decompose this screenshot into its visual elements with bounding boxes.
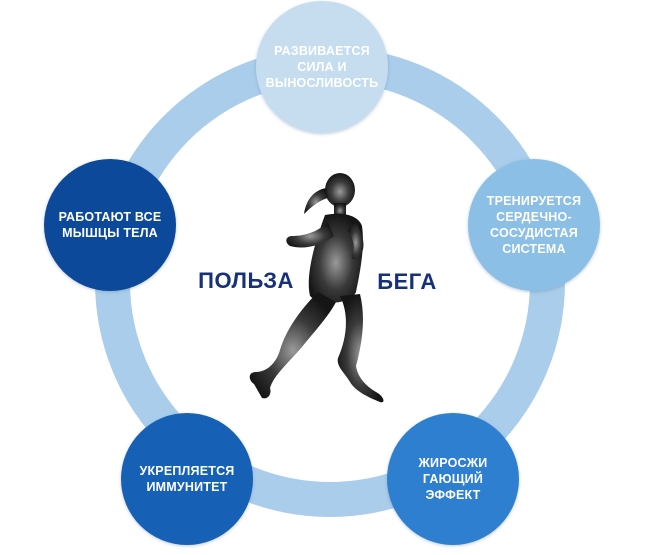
node-immunity [121,413,253,545]
node-all-muscles [44,159,176,291]
center-title-left: ПОЛЬЗА [198,268,294,293]
node-immunity-label: УКРЕПЛЯЕТСЯ ИММУНИТЕТ [139,464,235,494]
runner-silhouette-icon [249,173,384,403]
node-cardiovascular [468,159,600,291]
node-strength-endurance-label: РАЗВИВАЕТСЯ СИЛА И ВЫНОСЛИВОСТЬ [265,44,379,90]
node-cardiovascular-label: ТРЕНИРУЕТСЯ СЕРДЕЧНО- СОСУДИСТАЯ СИСТЕМА [486,194,582,256]
node-all-muscles-label: РАБОТАЮТ ВСЕ МЫШЦЫ ТЕЛА [58,210,162,240]
node-strength-endurance [256,1,388,133]
node-fat-burning-label: ЖИРОСЖИ ГАЮЩИЙ ЭФФЕКТ [418,456,488,502]
node-fat-burning [387,413,519,545]
center-title-right: БЕГА [377,269,437,294]
